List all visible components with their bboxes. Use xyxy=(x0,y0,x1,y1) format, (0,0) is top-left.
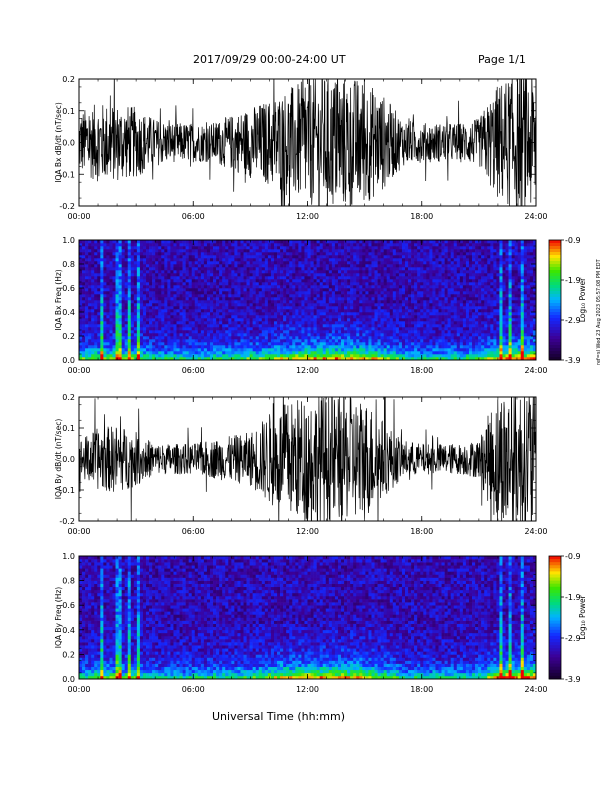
y-axis-label: IQA Bx Freq (Hz) xyxy=(54,269,63,331)
x-tick-label: 00:00 xyxy=(67,527,90,536)
figure-title: 2017/09/29 00:00-24:00 UT xyxy=(193,53,346,66)
y-tick-label: 0.2 xyxy=(62,332,75,341)
x-tick-label: 00:00 xyxy=(67,212,90,221)
colorbar-tick-label: -0.9 xyxy=(565,552,581,561)
y-tick-label: 0.6 xyxy=(62,601,75,610)
x-tick-label: 06:00 xyxy=(182,527,205,536)
x-tick-label: 12:00 xyxy=(296,212,319,221)
dbdt-trace xyxy=(79,397,536,521)
x-tick-label: 06:00 xyxy=(182,212,205,221)
colorbar-tick-label: -1.9 xyxy=(565,276,581,285)
x-tick-label: 18:00 xyxy=(410,527,433,536)
x-tick-label: 18:00 xyxy=(410,212,433,221)
colorbar: -0.9 -1.9 -2.9 -3.9 Log₁₀ Power xyxy=(548,552,587,684)
y-tick-label: 0.6 xyxy=(62,284,75,293)
y-axis-label: IQA By dB/dt (nT/sec) xyxy=(54,419,63,500)
spectrogram xyxy=(79,240,536,360)
colorbar-label: Log₁₀ Power xyxy=(578,277,587,322)
y-tick-label: 0.1 xyxy=(62,424,75,433)
x-tick-label: 24:00 xyxy=(524,212,547,221)
y-tick-label: -0.1 xyxy=(59,486,75,495)
x-axis-title: Universal Time (hh:mm) xyxy=(212,710,345,723)
y-tick-label: -0.2 xyxy=(59,517,75,526)
x-tick-label: 24:00 xyxy=(524,366,547,375)
colorbar-tick-label: -2.9 xyxy=(565,316,581,325)
y-tick-label: 0.2 xyxy=(62,75,75,84)
x-tick-label: 06:00 xyxy=(182,685,205,694)
side-stamp: ref=sl Wed 23 Aug 2023 05:57:08 PM EDT xyxy=(596,259,602,365)
colorbar-tick-label: -3.9 xyxy=(565,675,581,684)
y-axis-label: IQA By Freq (Hz) xyxy=(54,587,63,649)
y-tick-label: 0.0 xyxy=(62,455,75,464)
y-tick-label: 0.4 xyxy=(62,308,75,317)
y-tick-label: 1.0 xyxy=(62,552,75,561)
x-tick-label: 18:00 xyxy=(410,366,433,375)
y-tick-label: 0.8 xyxy=(62,577,75,586)
x-tick-label: 18:00 xyxy=(410,685,433,694)
y-tick-label: 0.8 xyxy=(62,260,75,269)
x-tick-label: 12:00 xyxy=(296,527,319,536)
y-tick-label: 0.2 xyxy=(62,393,75,402)
x-tick-label: 06:00 xyxy=(182,366,205,375)
y-tick-label: 0.0 xyxy=(62,139,75,148)
y-tick-label: -0.1 xyxy=(59,170,75,179)
panel-1: -0.2 -0.1 0.0 0.1 0.2 00:00 06:00 12:00 18:00 24:… xyxy=(54,75,548,221)
colorbar: -0.9 -1.9 -2.9 -3.9 Log₁₀ Power xyxy=(548,236,587,365)
panel-4: -0.9 -1.9 -2.9 -3.9 Log₁₀ Power 0.0 0.2 0.4 0.6 0… xyxy=(54,552,587,694)
y-tick-label: 0.0 xyxy=(62,675,75,684)
dbdt-trace xyxy=(79,79,536,206)
y-tick-label: 0.2 xyxy=(62,650,75,659)
colorbar-tick-label: -0.9 xyxy=(565,236,581,245)
x-tick-label: 12:00 xyxy=(296,366,319,375)
x-tick-label: 24:00 xyxy=(524,685,547,694)
x-tick-label: 00:00 xyxy=(67,685,90,694)
y-tick-label: -0.2 xyxy=(59,202,75,211)
page-indicator: Page 1/1 xyxy=(478,53,526,66)
colorbar-label: Log₁₀ Power xyxy=(578,594,587,639)
colorbar-tick-label: -3.9 xyxy=(565,356,581,365)
y-axis-label: IQA Bx dB/dt (nT/sec) xyxy=(54,102,63,183)
panel-3: -0.2 -0.1 0.0 0.1 0.2 00:00 06:00 12:00 18:00 24:… xyxy=(54,393,548,536)
spectrogram xyxy=(79,556,536,679)
colorbar-tick-label: -2.9 xyxy=(565,634,581,643)
x-tick-label: 12:00 xyxy=(296,685,319,694)
y-tick-label: 0.4 xyxy=(62,626,75,635)
x-tick-label: 24:00 xyxy=(524,527,547,536)
y-tick-label: 0.1 xyxy=(62,107,75,116)
y-tick-label: 1.0 xyxy=(62,236,75,245)
x-tick-label: 00:00 xyxy=(67,366,90,375)
panel-2: -0.9 -1.9 -2.9 -3.9 Log₁₀ Power 0.0 0.2 0.4 0.6 0… xyxy=(54,236,587,375)
colorbar-tick-label: -1.9 xyxy=(565,593,581,602)
y-tick-label: 0.0 xyxy=(62,356,75,365)
